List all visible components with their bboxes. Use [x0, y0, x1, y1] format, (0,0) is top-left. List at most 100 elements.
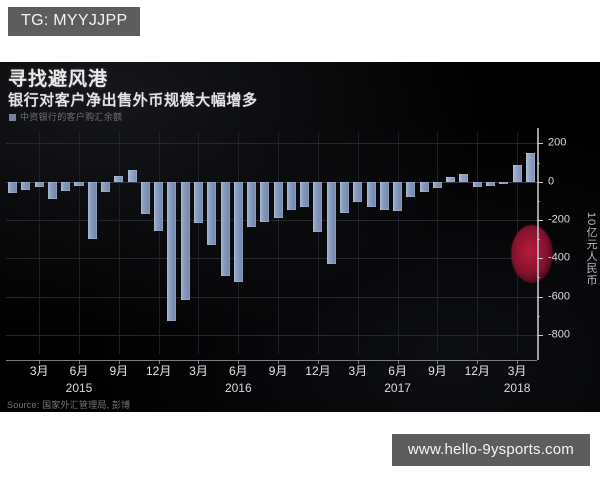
y-axis-tick [537, 334, 543, 336]
bar [167, 181, 177, 322]
bar [446, 176, 456, 182]
gridline-vertical [317, 132, 319, 354]
x-axis-tick [158, 360, 160, 364]
gridline-vertical [118, 132, 120, 354]
x-axis-tick [118, 360, 120, 364]
x-axis-month-label: 6月 [388, 364, 407, 378]
x-axis-tick [477, 360, 479, 364]
x-axis-year-label: 2016 [224, 381, 252, 395]
x-axis-year-label: 2015 [65, 381, 93, 395]
source-note: Source: 国家外汇管理局, 彭博 [7, 400, 131, 410]
bar [432, 181, 442, 189]
y-axis-tick-label: -600 [548, 290, 571, 303]
bar [140, 181, 150, 215]
bar [260, 181, 270, 222]
y-axis-minor-tick [537, 277, 540, 279]
y-axis-tick-label: -400 [548, 251, 571, 264]
x-axis-tick [39, 360, 41, 364]
bar [8, 181, 18, 194]
y-axis-unit-label: 10亿元人民币 [585, 212, 597, 287]
bar [499, 181, 509, 184]
bar [486, 181, 496, 186]
x-axis-tick [437, 360, 439, 364]
bar [61, 181, 71, 192]
y-axis-tick [537, 296, 543, 298]
bar [366, 181, 376, 207]
x-axis-month-label: 3月 [29, 364, 49, 378]
legend-label: 中资银行的客户购汇余额 [20, 112, 123, 122]
x-axis-month-label: 12月 [305, 364, 331, 378]
chart-subtitle: 银行对客户净出售外币规模大幅增多 [8, 92, 258, 109]
bottom-watermark: www.hello-9ysports.com [391, 434, 590, 466]
x-axis-month-label: 3月 [348, 364, 368, 378]
y-axis-tick [537, 258, 543, 260]
x-axis-tick [317, 360, 319, 364]
x-axis-tick [278, 360, 280, 364]
gridline-horizontal [6, 143, 537, 145]
y-axis-minor-tick [537, 239, 540, 241]
zero-line [6, 181, 537, 183]
bar [247, 181, 257, 227]
bar [74, 181, 84, 186]
gridline-horizontal [6, 296, 537, 298]
bar [233, 181, 243, 283]
bar-series [6, 132, 537, 354]
bar [114, 176, 124, 182]
bar [379, 181, 389, 210]
x-axis-month-label: 9月 [109, 364, 129, 378]
x-axis-month-label: 12月 [464, 364, 490, 378]
y-axis-tick-label: 0 [548, 175, 555, 188]
bar [459, 174, 469, 182]
x-axis-line [6, 360, 537, 361]
bar [207, 181, 217, 245]
gridline-vertical [39, 132, 41, 354]
plot-area [6, 132, 537, 354]
bar [472, 181, 482, 188]
bar [339, 181, 349, 214]
bar [326, 181, 336, 265]
chart-panel: 寻找避风港 银行对客户净出售外币规模大幅增多 中资银行的客户购汇余额 200 0 -… [0, 62, 600, 412]
chart-legend: 中资银行的客户购汇余额 [9, 113, 122, 122]
x-axis-month-label: 12月 [145, 364, 172, 378]
x-axis-tick [198, 360, 200, 364]
y-axis-line [537, 128, 539, 360]
chart-title: 寻找避风港 [8, 69, 109, 90]
gridline-vertical [198, 132, 200, 354]
y-axis-tick-label: -800 [548, 328, 571, 341]
x-axis-month-label: 3月 [189, 364, 208, 378]
bar [393, 181, 403, 212]
x-axis-month-label: 6月 [69, 364, 89, 378]
bar [154, 181, 164, 231]
bar [101, 181, 111, 193]
x-axis-tick [79, 360, 80, 364]
bar [47, 181, 57, 199]
y-axis-tick [537, 220, 543, 222]
gridline-vertical [158, 132, 160, 354]
gridline-horizontal [6, 334, 537, 336]
x-axis-year-label: 2018 [503, 381, 531, 395]
gridline-vertical [278, 132, 280, 354]
gridline-vertical [357, 132, 359, 354]
bar [286, 181, 296, 210]
gridline-vertical [79, 132, 80, 354]
bar [300, 181, 310, 207]
y-axis-tick [537, 143, 543, 145]
x-axis-month-label: 6月 [228, 364, 248, 378]
bar [512, 165, 522, 182]
bar [127, 170, 137, 182]
top-watermark: TG: MYYJJPP [8, 7, 141, 36]
gridline-horizontal [6, 258, 537, 260]
bar [21, 181, 31, 191]
bar [353, 181, 363, 202]
bar [273, 181, 283, 219]
bar [313, 181, 323, 232]
bar [406, 181, 416, 198]
bar [180, 181, 190, 301]
bar [525, 153, 535, 182]
x-axis-tick [357, 360, 359, 364]
bar [34, 181, 44, 188]
x-axis-month-label: 3月 [507, 364, 527, 378]
y-axis-minor-tick [537, 162, 540, 164]
bar [193, 181, 203, 223]
